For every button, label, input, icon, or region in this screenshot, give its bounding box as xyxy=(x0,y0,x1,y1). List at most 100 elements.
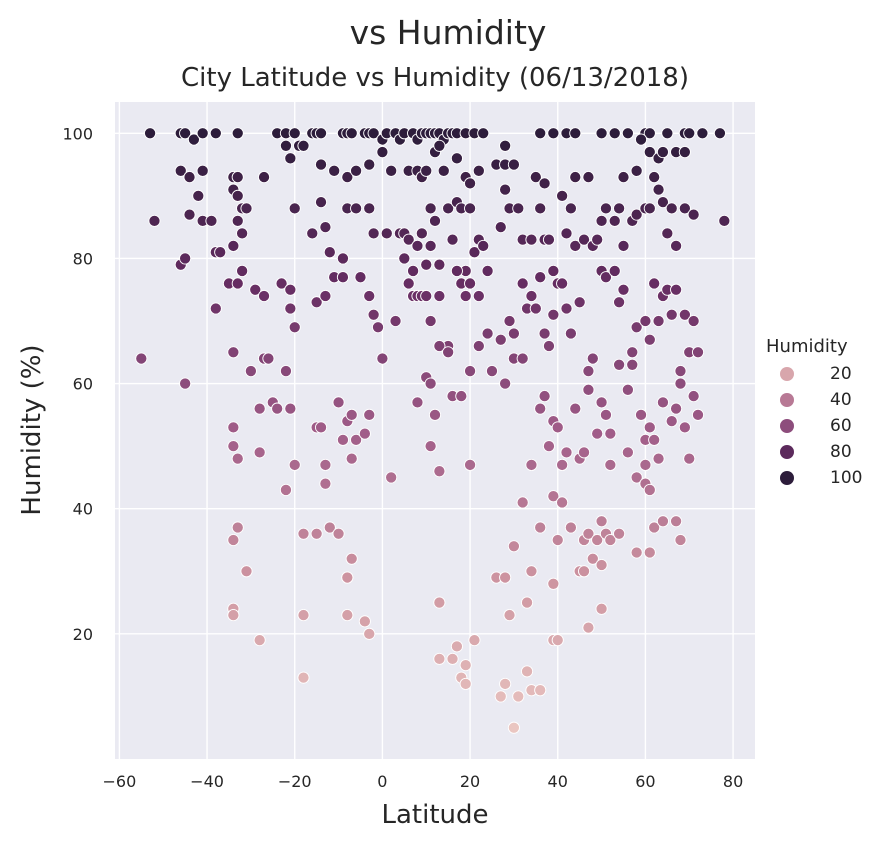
data-point xyxy=(507,721,520,734)
data-point xyxy=(529,302,542,315)
data-point xyxy=(314,421,328,434)
data-point xyxy=(183,171,196,184)
data-point xyxy=(231,189,244,202)
data-point xyxy=(556,496,569,509)
data-point xyxy=(319,458,332,471)
data-point xyxy=(591,427,604,440)
y-tick-label: 40 xyxy=(73,500,93,519)
data-point xyxy=(231,171,244,184)
data-point xyxy=(551,533,564,547)
data-point xyxy=(630,164,643,177)
data-point xyxy=(604,533,617,547)
legend-item: 40 xyxy=(766,387,852,413)
data-point xyxy=(297,671,310,684)
data-point xyxy=(323,521,336,534)
data-point xyxy=(231,214,244,227)
data-point xyxy=(367,308,380,321)
data-point xyxy=(630,471,643,484)
y-axis-label: Humidity (%) xyxy=(17,344,47,516)
data-point xyxy=(411,239,424,252)
data-point xyxy=(428,408,442,421)
data-point xyxy=(288,202,301,215)
data-point xyxy=(595,515,608,528)
data-point xyxy=(556,277,569,290)
data-point xyxy=(446,652,459,665)
data-point xyxy=(687,390,700,403)
data-point xyxy=(192,189,205,202)
data-point xyxy=(314,158,328,171)
data-point xyxy=(512,690,525,703)
data-point xyxy=(437,164,450,177)
data-point xyxy=(560,446,573,459)
data-point xyxy=(240,202,253,215)
data-point xyxy=(591,533,604,547)
data-point xyxy=(595,396,608,409)
data-point xyxy=(350,202,363,215)
data-point xyxy=(257,289,271,303)
data-point xyxy=(569,127,582,140)
data-point xyxy=(323,246,336,259)
data-point xyxy=(547,490,560,503)
data-point xyxy=(428,214,442,227)
data-point xyxy=(385,471,398,484)
data-point xyxy=(433,258,446,271)
data-point xyxy=(227,440,240,453)
data-point xyxy=(214,246,227,259)
data-point xyxy=(595,127,608,140)
data-point xyxy=(468,634,481,647)
data-point xyxy=(512,202,525,215)
data-point xyxy=(564,202,577,215)
data-point xyxy=(433,465,446,478)
data-point xyxy=(481,327,494,340)
data-point xyxy=(626,346,639,359)
data-point xyxy=(249,283,262,296)
data-point xyxy=(424,377,437,390)
data-point xyxy=(507,158,520,171)
y-tick-label: 100 xyxy=(62,124,93,143)
data-point xyxy=(534,202,547,215)
data-point xyxy=(485,365,499,378)
data-point xyxy=(687,208,700,221)
data-point xyxy=(678,421,691,434)
data-point xyxy=(424,314,437,328)
data-point xyxy=(521,596,534,609)
data-point xyxy=(656,515,669,528)
data-point xyxy=(314,196,328,209)
data-point xyxy=(231,452,244,465)
data-point xyxy=(328,164,341,177)
data-point xyxy=(525,565,538,578)
data-point xyxy=(634,408,648,421)
x-tick-label: 80 xyxy=(723,772,743,791)
data-point xyxy=(227,239,240,252)
data-point xyxy=(599,408,613,421)
data-point xyxy=(582,365,595,378)
data-point xyxy=(336,252,349,265)
data-point xyxy=(639,458,652,471)
legend-marker xyxy=(780,419,794,433)
data-point xyxy=(319,289,332,303)
data-point xyxy=(196,164,209,177)
data-point xyxy=(547,127,560,140)
data-point xyxy=(148,214,161,227)
data-point xyxy=(661,227,674,240)
data-point xyxy=(595,214,608,227)
x-axis-label: Latitude xyxy=(381,800,489,830)
data-point xyxy=(499,571,512,584)
data-point xyxy=(538,390,551,403)
data-point xyxy=(516,352,529,365)
data-point xyxy=(661,127,674,140)
data-point xyxy=(670,283,683,296)
data-point xyxy=(402,233,415,246)
data-point xyxy=(253,446,266,459)
data-point xyxy=(310,527,323,540)
data-point xyxy=(538,327,551,340)
data-point xyxy=(472,289,485,303)
data-point xyxy=(621,383,634,396)
data-point xyxy=(279,365,293,378)
data-point xyxy=(499,139,512,152)
y-tick-label: 80 xyxy=(73,249,93,268)
data-point xyxy=(608,214,621,227)
data-point xyxy=(231,521,244,534)
data-point xyxy=(582,171,595,184)
